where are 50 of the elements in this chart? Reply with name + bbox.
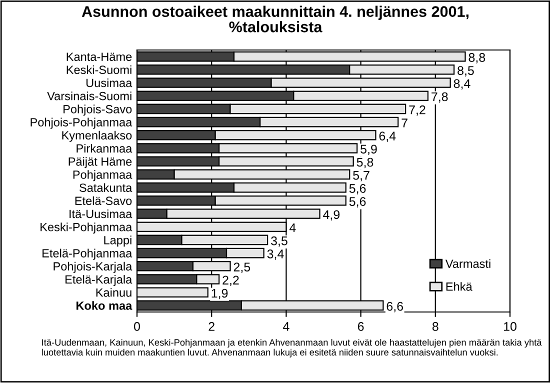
total-label: 3,5 <box>271 236 288 247</box>
y-tick-label: Etelä-Karjala <box>66 274 132 286</box>
total-label: 5,6 <box>349 184 366 194</box>
total-label: 2,2 <box>222 276 239 286</box>
y-tick-label: Keski-Suomi <box>66 65 132 74</box>
total-label: 4 <box>289 223 296 232</box>
x-tick-label: 0 <box>134 322 140 331</box>
total-label: 5,9 <box>360 144 377 156</box>
y-tick-label: Pohjois-Pohjanmaa <box>30 118 132 129</box>
legend-label: Ehkä <box>446 282 472 291</box>
y-tick-label: Etelä-Pohjanmaa <box>42 248 132 260</box>
total-label: 8,8 <box>468 53 486 64</box>
y-tick-label: Uusimaa <box>86 78 132 88</box>
y-tick-label: Kainuu <box>96 288 132 297</box>
total-label: 6,6 <box>386 302 403 312</box>
y-tick-label: Etelä-Savo <box>75 196 132 206</box>
y-tick-label: Itä-Uusimaa <box>70 209 132 218</box>
y-tick-label: Varsinais-Suomi <box>47 92 132 100</box>
y-tick-label: Satakunta <box>80 183 132 192</box>
total-label: 7,8 <box>432 92 448 103</box>
total-label: 5,8 <box>356 158 374 168</box>
total-label: 1,9 <box>212 288 228 300</box>
x-tick-label: 8 <box>432 322 438 331</box>
x-tick-label: 10 <box>504 322 516 331</box>
y-tick-label: Kymenlaakso <box>62 130 132 142</box>
total-label: 5,7 <box>353 171 370 182</box>
total-label: 2,5 <box>234 262 250 273</box>
y-tick-label: Pohjois-Karjala <box>54 262 132 273</box>
total-label: 8,5 <box>458 66 474 76</box>
y-tick-label: Lappi <box>104 236 132 247</box>
total-label: 4,9 <box>323 210 340 221</box>
y-tick-label: Koko maa <box>76 301 132 310</box>
x-tick-label: 2 <box>208 322 214 331</box>
total-label: 5,6 <box>349 197 366 208</box>
y-tick-label: Päijät Häme <box>68 157 132 168</box>
total-label: 7 <box>402 118 408 128</box>
total-label: 6,4 <box>379 132 396 142</box>
y-tick-label: Pohjois-Savo <box>64 104 132 116</box>
x-tick-label: 4 <box>283 322 290 331</box>
total-label: 8,4 <box>454 79 470 90</box>
x-tick-label: 6 <box>358 322 364 331</box>
y-tick-label: Pohjanmaa <box>73 170 132 182</box>
legend-label: Varmasti <box>445 259 490 268</box>
total-label: 7,2 <box>409 105 426 116</box>
y-tick-label: Kanta-Häme <box>66 52 132 61</box>
total-label: 3,4 <box>267 250 284 260</box>
chart-title: Asunnon ostoaikeet maakunnittain 4. neljännes 2001, %talouksista <box>82 6 468 32</box>
text: Itä-Uudenmaan, Kainuun, Keski-Pohjanmaan ja etenkin Ahvenanmaan luvut eivät ole haastattelujen pien määrän takia yhtä luotettavia kuin muiden maakuntien luvut. Ahvenanmaan lukuja ei esitetä niiden suure satunnaisvaihtelun vuoksi. <box>42 338 542 358</box>
y-tick-label: Pirkanmaa <box>76 144 132 153</box>
y-tick-label: Keski-Pohjanmaa <box>40 222 132 234</box>
